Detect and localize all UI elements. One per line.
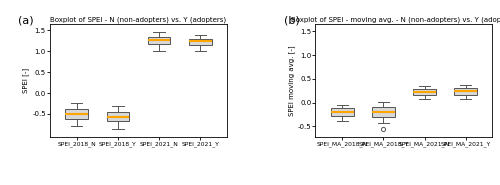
PathPatch shape [414,89,436,95]
PathPatch shape [189,39,212,45]
Y-axis label: SPEI moving avg. [-]: SPEI moving avg. [-] [288,45,295,116]
PathPatch shape [372,107,394,117]
Y-axis label: SPEI [-]: SPEI [-] [22,68,30,93]
Title: Boxplot of SPEI - N (non-adopters) vs. Y (adopters): Boxplot of SPEI - N (non-adopters) vs. Y… [50,16,226,23]
Text: (a): (a) [18,15,34,25]
PathPatch shape [454,88,477,95]
PathPatch shape [66,109,88,119]
Text: (b): (b) [284,15,300,25]
PathPatch shape [331,108,353,116]
PathPatch shape [148,37,171,44]
PathPatch shape [106,112,129,121]
Title: Boxplot of SPEI - moving avg. - N (non-adopters) vs. Y (adopters): Boxplot of SPEI - moving avg. - N (non-a… [291,16,500,23]
